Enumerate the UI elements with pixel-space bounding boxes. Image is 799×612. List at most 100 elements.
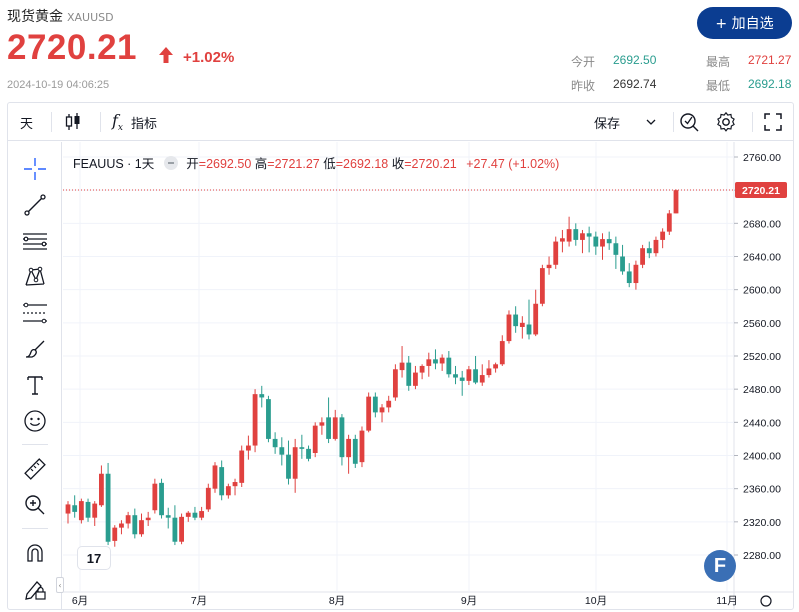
candle-body: [112, 527, 118, 541]
candle-body: [339, 417, 345, 458]
candle-body: [406, 362, 412, 386]
crosshair-tool[interactable]: [22, 156, 48, 182]
y-tick-label: 2440.00: [743, 417, 781, 429]
candle: [205, 483, 211, 512]
collapse-toolbar-handle[interactable]: ‹: [56, 577, 64, 593]
ruler-tool[interactable]: [22, 456, 48, 482]
candle-body: [573, 229, 579, 240]
lock-pencil-icon: [25, 581, 46, 600]
candle-body: [165, 515, 171, 518]
candle-body: [513, 314, 519, 327]
legend-open: =2692.50: [198, 157, 252, 171]
f-badge-icon[interactable]: F: [704, 550, 736, 582]
asset-name: 现货黄金: [7, 9, 63, 25]
indicators-button[interactable]: fx 指标: [112, 103, 157, 141]
emoji-tool[interactable]: [22, 408, 48, 434]
asset-symbol: XAUUSD: [67, 11, 114, 24]
low-value: 2692.18: [748, 77, 792, 91]
candle-body: [272, 438, 278, 448]
candle: [646, 241, 652, 259]
candle-body: [185, 512, 191, 517]
fullscreen-button[interactable]: [763, 103, 783, 141]
horizontal-lines-tool[interactable]: [22, 228, 48, 254]
interval-selector[interactable]: 天: [20, 116, 34, 132]
y-tick-label: 2680.00: [743, 218, 781, 230]
candle-body: [139, 520, 144, 535]
legend-high-label: 高: [254, 157, 268, 171]
save-label: 保存: [594, 116, 621, 132]
trendline-tool[interactable]: [22, 192, 48, 218]
open-label: 今开: [571, 55, 596, 69]
tool-divider: [22, 528, 48, 529]
brush-tool[interactable]: [22, 336, 48, 362]
tool-divider: [22, 444, 48, 445]
text-tool[interactable]: [22, 372, 48, 398]
candle-body: [586, 233, 592, 237]
candle-body: [479, 375, 485, 383]
candle-body: [600, 239, 605, 247]
legend-symbol[interactable]: FEAUUS · 1天: [73, 157, 155, 171]
timestamp: 2024-10-19 04:06:25: [7, 79, 110, 91]
chart-legend: FEAUUS · 1天 开=2692.50 高=2721.27 低=2692.18…: [73, 153, 559, 172]
settings-button[interactable]: [715, 103, 737, 141]
tradingview-logo[interactable]: 17: [78, 547, 110, 569]
candle: [105, 462, 111, 546]
candle-type-button[interactable]: [65, 103, 81, 141]
add-watchlist-button[interactable]: + 加自选: [697, 7, 792, 39]
candle: [212, 462, 218, 493]
pattern-tool[interactable]: [22, 264, 48, 290]
legend-low: =2692.18: [335, 157, 389, 171]
candle-body: [239, 450, 245, 483]
candle: [533, 289, 539, 337]
candle: [513, 306, 519, 333]
candle: [426, 352, 432, 377]
candle-body: [546, 264, 552, 269]
y-tick-label: 2480.00: [743, 384, 781, 396]
candle: [419, 364, 425, 380]
fib-icon: [23, 302, 47, 324]
y-tick-label: 2560.00: [743, 318, 781, 330]
candle-body: [159, 482, 164, 516]
lock-drawing-tool[interactable]: [22, 576, 48, 602]
zoom-icon: [25, 495, 45, 515]
candle: [172, 505, 178, 546]
x-tick-label: 10月: [585, 595, 607, 607]
candle-body: [232, 482, 238, 487]
fib-tool[interactable]: [22, 300, 48, 326]
zoom-tool[interactable]: [22, 492, 48, 518]
candle-type-icon: [65, 113, 80, 130]
candle: [399, 346, 405, 378]
candle-body: [85, 501, 91, 518]
candle-body: [245, 445, 251, 451]
legend-close: =2720.21: [404, 157, 457, 171]
candle-body: [486, 368, 492, 376]
candle-body: [426, 359, 432, 366]
candle-body: [199, 511, 205, 518]
save-button[interactable]: 保存: [594, 103, 656, 141]
candle: [78, 498, 84, 524]
candle-body: [633, 264, 639, 284]
magnet-icon: [27, 544, 43, 562]
candle-body: [453, 374, 458, 378]
candle: [92, 501, 98, 526]
candle-body: [439, 357, 445, 364]
alert-button[interactable]: [678, 103, 700, 141]
candle: [446, 351, 452, 378]
candle: [145, 511, 151, 526]
y-tick-label: 2280.00: [743, 550, 781, 562]
magnet-tool[interactable]: [22, 540, 48, 566]
trendline-icon: [24, 194, 46, 216]
candle-body: [92, 503, 98, 518]
eye-icon[interactable]: [164, 156, 179, 170]
chevron-down-icon: [646, 119, 656, 125]
candle: [339, 414, 345, 466]
high-label: 最高: [706, 55, 731, 69]
candle-body: [219, 467, 225, 496]
chart-widget: [7, 102, 794, 610]
candle-body: [473, 369, 478, 383]
prev-close-value: 2692.74: [613, 77, 657, 91]
candle: [620, 244, 625, 275]
axis-settings-icon[interactable]: [760, 595, 772, 607]
asset-title: 现货黄金 XAUUSD: [7, 6, 114, 26]
